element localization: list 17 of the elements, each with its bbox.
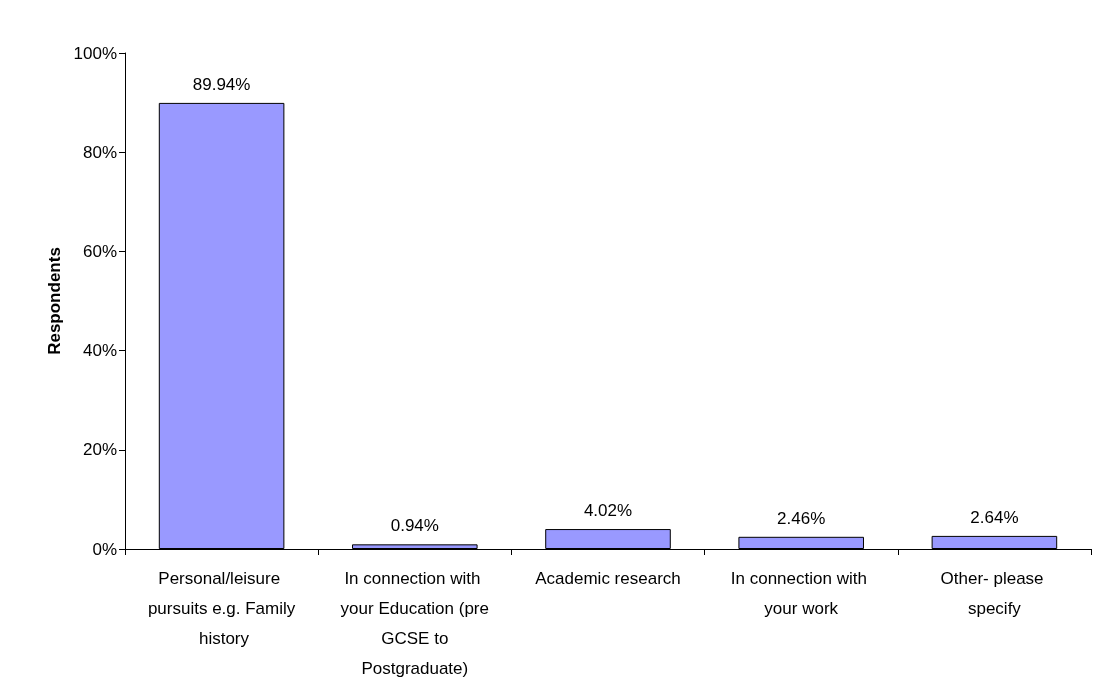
y-tick-label: 40% <box>82 341 117 361</box>
data-label: 4.02% <box>583 501 633 521</box>
data-label: 89.94% <box>192 74 251 94</box>
x-tick-label: Academic research <box>535 568 681 588</box>
x-tick-label: In connection with your Education (pre GCSE to Postgraduate) <box>340 568 489 678</box>
data-label: 2.46% <box>777 508 826 528</box>
x-tick-label: Personal/leisure pursuits e.g. Family history <box>147 568 296 648</box>
y-tick-label: 100% <box>73 43 117 63</box>
data-label: 0.94% <box>390 516 439 536</box>
x-tick-label: Other- please specify <box>940 568 1049 618</box>
y-tick-label: 20% <box>82 440 117 460</box>
y-axis-title: Respondents <box>44 247 64 355</box>
data-label: 2.64% <box>970 507 1019 527</box>
x-tick-label: In connection with your work <box>730 568 872 618</box>
y-tick-label: 60% <box>82 241 117 261</box>
y-tick-label: 80% <box>82 142 117 162</box>
y-tick-label: 0% <box>92 539 117 559</box>
